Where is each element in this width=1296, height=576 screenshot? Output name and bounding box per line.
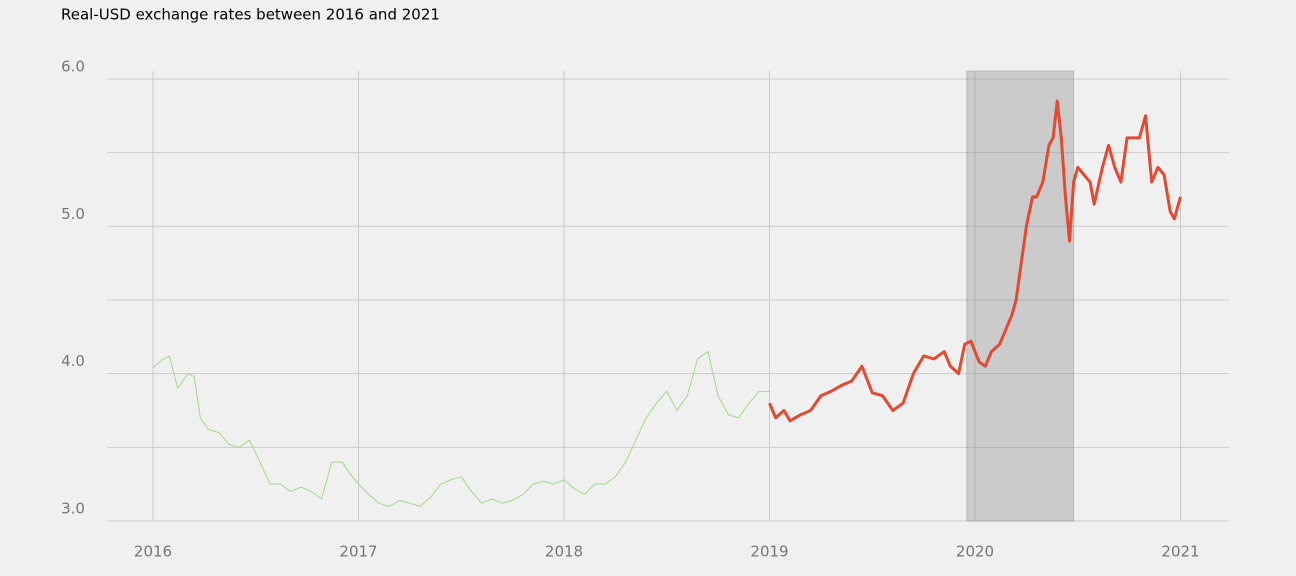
y-tick-label: 5.0	[61, 205, 85, 223]
x-tick-label: 2019	[750, 543, 788, 561]
shaded-region	[966, 70, 1075, 522]
y-tick-label: 6.0	[61, 57, 85, 75]
line-series	[768, 99, 1182, 423]
chart-title: Real-USD exchange rates between 2016 and…	[61, 6, 440, 24]
x-tick-label: 2020	[956, 543, 994, 561]
x-tick-label: 2018	[545, 543, 583, 561]
x-tick-label: 2017	[339, 543, 377, 561]
y-tick-label: 3.0	[61, 500, 85, 518]
y-tick-label: 4.0	[61, 352, 85, 370]
x-tick-label: 2021	[1161, 543, 1199, 561]
line-series	[152, 351, 770, 507]
x-tick-label: 2016	[134, 543, 172, 561]
